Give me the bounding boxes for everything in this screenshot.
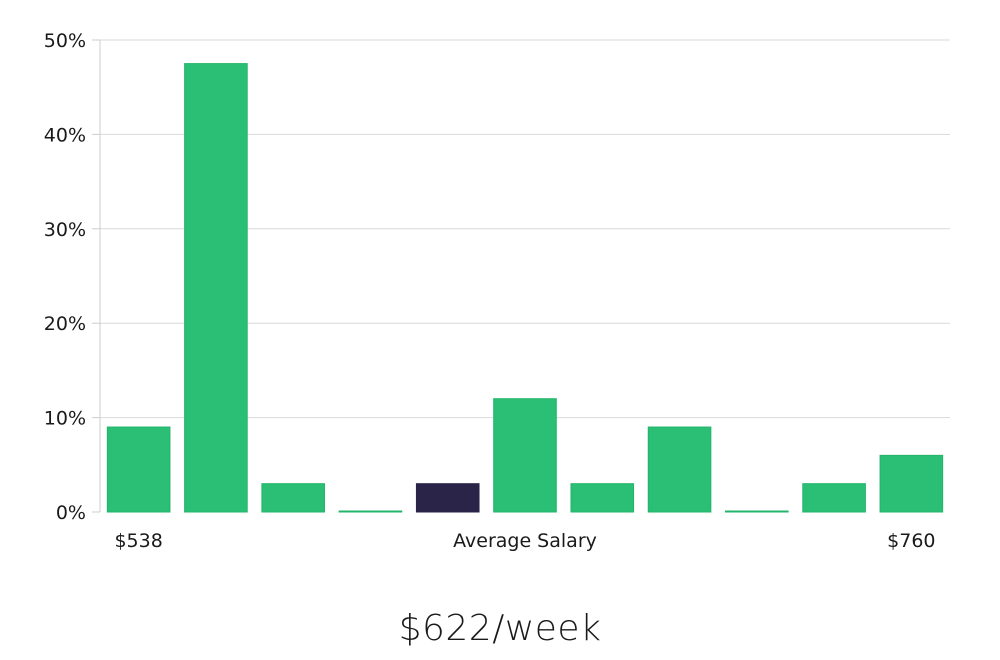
y-tick-label: 0%	[56, 502, 86, 524]
bar	[802, 483, 866, 513]
bar-highlighted	[415, 483, 480, 513]
bar	[261, 483, 325, 513]
x-axis-min-label: $538	[114, 530, 162, 552]
y-tick-label: 30%	[44, 219, 86, 241]
y-tick-label: 50%	[44, 30, 86, 52]
bar	[647, 426, 712, 513]
salary-histogram-chart: 0% 10% 20% 30% 40% 50% $538 Average Salary $7…	[44, 30, 950, 552]
bar	[184, 63, 248, 513]
bar	[106, 426, 171, 513]
x-axis-center-label: Average Salary	[453, 530, 597, 552]
bar	[338, 510, 403, 513]
x-axis-max-label: $760	[887, 530, 935, 552]
y-tick-label: 10%	[44, 408, 86, 430]
y-tick-label: 40%	[44, 124, 86, 146]
bar	[725, 510, 789, 513]
bar	[493, 398, 557, 513]
y-axis-ticks: 0% 10% 20% 30% 40% 50%	[44, 30, 100, 524]
y-tick-label: 20%	[44, 313, 86, 335]
bar	[879, 454, 944, 513]
average-salary-headline: $622/week	[398, 608, 602, 649]
bar	[570, 483, 635, 513]
bars	[106, 63, 944, 513]
